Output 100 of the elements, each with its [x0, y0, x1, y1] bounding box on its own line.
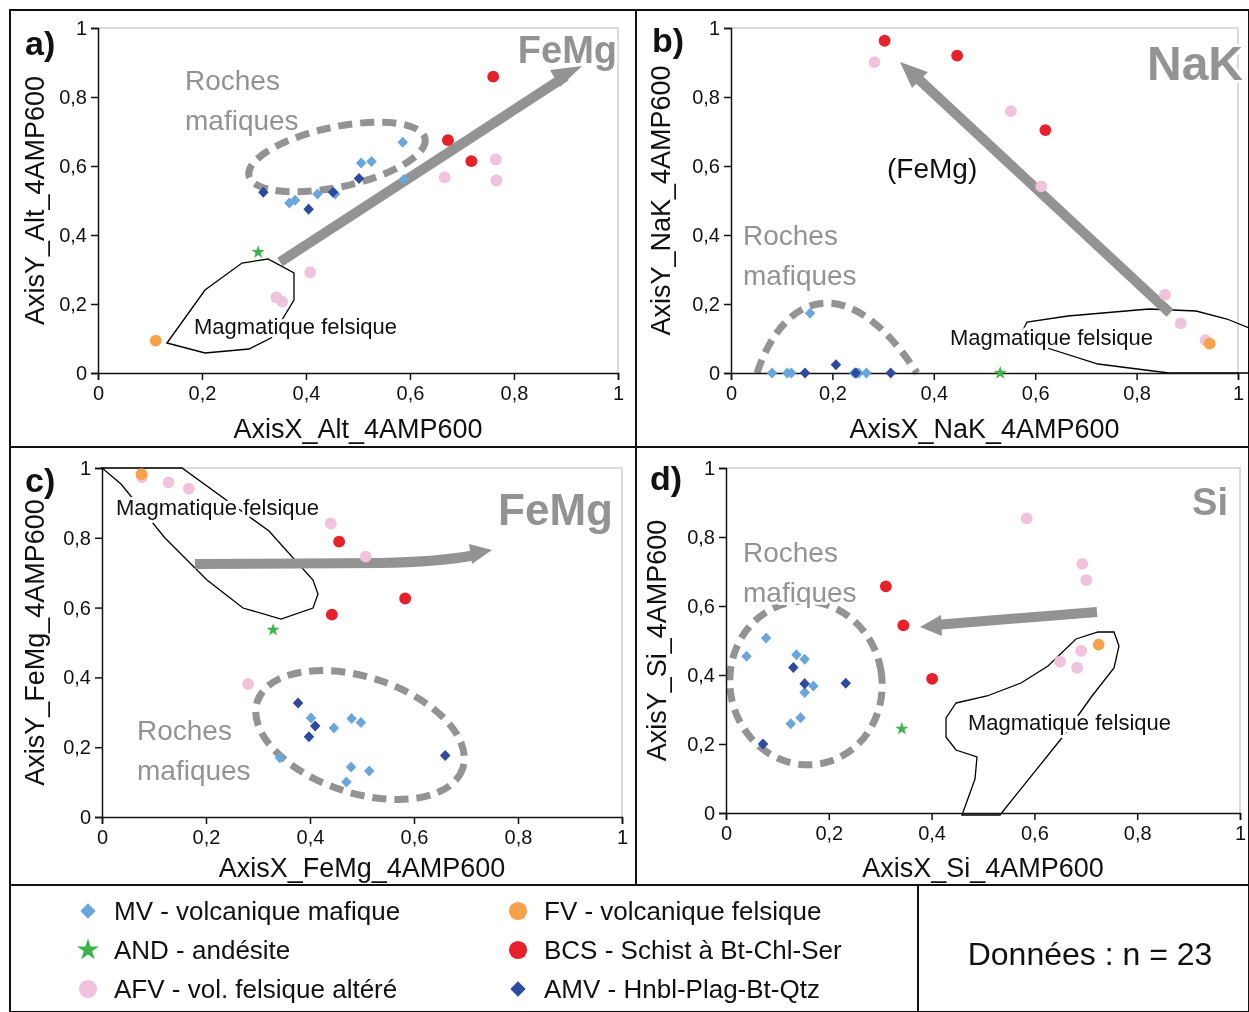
point	[366, 156, 377, 168]
point	[861, 367, 872, 379]
x-tick-label: 0,6	[400, 826, 429, 849]
point	[303, 203, 314, 215]
y-tick-label: 0,8	[63, 526, 91, 549]
point	[993, 366, 1007, 379]
legend-label: MV - volcanique mafique	[114, 896, 401, 926]
point	[1020, 512, 1033, 525]
point	[1159, 288, 1171, 301]
y-tick-label: 0,6	[692, 154, 720, 177]
y-tick-label: 0,2	[692, 292, 720, 315]
x-tick-label: 0,4	[296, 826, 325, 849]
x-tick-label: 0,6	[1020, 822, 1049, 845]
annotation: Roches mafiques	[743, 220, 857, 291]
point	[741, 650, 752, 662]
x-tick-label: 0,4	[920, 382, 949, 405]
y-tick-label: 0,8	[687, 525, 715, 548]
point	[251, 245, 265, 258]
point	[353, 172, 365, 184]
y-tick-label: 0	[703, 801, 715, 824]
point	[162, 476, 175, 489]
legend-label: AFV - vol. felsique altéré	[114, 974, 398, 1004]
point	[897, 619, 910, 632]
y-tick-label: 0	[75, 361, 87, 384]
x-tick-label: 0	[725, 382, 738, 405]
y-tick-label: 0	[79, 805, 91, 828]
text: b)	[652, 21, 685, 59]
point	[324, 517, 337, 530]
point	[346, 713, 357, 725]
point	[303, 731, 315, 743]
x-tick-label: 0,2	[818, 382, 847, 405]
annotation: Si	[1192, 481, 1228, 523]
annotation: NaK	[1146, 37, 1244, 90]
legend-label: FV - volcanique felsique	[544, 896, 822, 926]
annotation: Roches mafiques	[743, 537, 857, 608]
point	[799, 687, 810, 699]
text: d)	[650, 459, 683, 497]
x-tick-label: 0,2	[815, 822, 844, 845]
point	[312, 188, 323, 200]
point	[1004, 105, 1017, 118]
point	[785, 718, 796, 730]
x-tick-label: 1	[612, 382, 625, 405]
legend-label: BCS - Schist à Bt-Chl-Ser	[544, 935, 842, 965]
point	[364, 765, 375, 777]
x-tick-label: 0,8	[1123, 382, 1152, 405]
point	[397, 136, 408, 148]
point	[442, 134, 454, 147]
x-tick-label: 0,4	[292, 382, 321, 405]
point	[868, 56, 881, 69]
y-tick-label: 0,2	[63, 736, 91, 759]
point	[1076, 558, 1089, 570]
point	[926, 672, 939, 685]
point	[292, 697, 304, 709]
point	[325, 608, 338, 621]
y-tick-label: 0,4	[63, 666, 91, 689]
y-axis-title: AxisY_NaK_4AMP600	[646, 65, 676, 336]
point	[766, 367, 778, 379]
x-axis-title: AxisX_NaK_4AMP600	[849, 414, 1120, 444]
point	[355, 716, 367, 728]
point	[274, 752, 286, 764]
point	[328, 722, 340, 734]
y-tick-label: 0,4	[692, 223, 720, 246]
x-tick-label: 0,2	[188, 382, 217, 405]
y-axis-title: AxisY_Si_4AMP600	[642, 519, 672, 762]
point	[791, 649, 802, 661]
point	[439, 750, 451, 762]
point	[840, 677, 851, 689]
y-tick-label: 0,4	[687, 663, 715, 686]
x-tick-label: 1	[616, 826, 629, 849]
point	[951, 49, 964, 62]
point	[799, 367, 811, 379]
text: c)	[25, 461, 56, 499]
annotation: (FeMg)	[887, 153, 978, 184]
point	[333, 535, 346, 548]
y-tick-label: 0,6	[687, 594, 715, 617]
y-tick-label: 0,4	[59, 223, 87, 246]
point	[242, 678, 255, 690]
point	[1035, 180, 1048, 193]
x-axis-title: AxisX_Si_4AMP600	[862, 853, 1104, 883]
point	[487, 70, 500, 83]
point	[879, 580, 892, 593]
point	[1054, 655, 1067, 668]
point	[799, 653, 810, 665]
y-tick-label: 0,8	[692, 85, 720, 108]
point	[795, 712, 806, 724]
point	[182, 482, 195, 495]
x-tick-label: 0,8	[500, 382, 529, 405]
point	[1039, 124, 1052, 137]
point	[490, 174, 503, 187]
x-axis-title: AxisX_Alt_4AMP600	[233, 414, 483, 444]
point	[1092, 638, 1105, 651]
point	[304, 266, 317, 279]
text: a)	[25, 24, 56, 62]
point	[760, 632, 772, 644]
point	[438, 171, 451, 184]
y-tick-label: 1	[79, 456, 91, 479]
annotation: Roches mafiques	[137, 715, 251, 786]
x-tick-label: 0,6	[396, 382, 425, 405]
point	[804, 307, 816, 319]
point	[799, 678, 810, 690]
